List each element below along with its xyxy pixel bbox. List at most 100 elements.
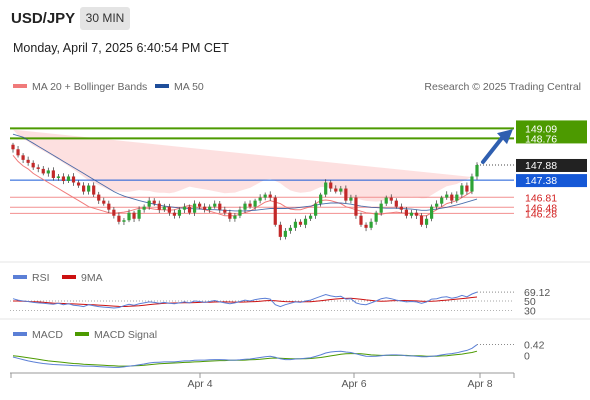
candle <box>399 203 403 213</box>
candle <box>339 185 343 195</box>
candle-body <box>278 224 282 237</box>
candles-layer <box>11 142 479 241</box>
candle <box>102 197 106 206</box>
candle <box>394 198 398 209</box>
candle-body <box>97 194 101 201</box>
candle <box>314 200 318 219</box>
macd-line <box>12 344 478 368</box>
candle <box>243 201 247 214</box>
candle <box>359 212 363 227</box>
candle-body <box>424 218 429 225</box>
research-credit: Research © 2025 Trading Central <box>424 81 581 93</box>
candle-body <box>445 194 449 198</box>
candle-body <box>389 197 393 201</box>
candle-body <box>399 206 403 210</box>
candle <box>233 213 237 222</box>
candle-body <box>127 212 131 221</box>
time-axis: Apr 4 Apr 6 Apr 8 <box>10 372 515 390</box>
ma50-legend-swatch <box>155 84 169 88</box>
bollinger-band-fill <box>13 129 472 202</box>
candle-body <box>273 197 277 225</box>
candle-body <box>263 194 267 198</box>
candle <box>455 191 459 203</box>
candle-body <box>303 218 308 225</box>
candle-body <box>82 185 86 192</box>
candle-body <box>228 212 232 219</box>
candle <box>283 228 287 240</box>
candle <box>409 209 414 219</box>
candle <box>414 209 419 219</box>
macd-signal-legend-swatch <box>75 332 89 336</box>
macd-signal-legend-label: MACD Signal <box>94 329 157 341</box>
candle-body <box>132 212 136 219</box>
instrument-title: USD/JPY <box>11 10 76 27</box>
support-level-label: 146.81 <box>525 192 557 204</box>
candle-body <box>465 185 469 192</box>
candle-body <box>213 203 217 207</box>
candle <box>293 218 298 231</box>
candle-body <box>409 212 414 216</box>
candle-body <box>157 203 161 210</box>
candle <box>268 191 272 201</box>
current-price-tag-box <box>516 158 587 172</box>
candle <box>192 200 197 216</box>
candle <box>308 213 313 221</box>
rsi-level-label: 50 <box>524 296 536 308</box>
candle-body <box>71 176 76 183</box>
candle <box>137 206 141 222</box>
candle <box>475 162 479 180</box>
candle-body <box>172 212 176 216</box>
candle <box>46 167 50 177</box>
candle-body <box>319 194 323 204</box>
candle-body <box>46 170 50 174</box>
price-levels-layer <box>10 127 514 214</box>
candle <box>389 194 393 204</box>
candle-body <box>117 215 121 222</box>
candle-body <box>41 168 45 174</box>
ma20-line <box>12 154 473 217</box>
candle <box>208 204 212 213</box>
candle-body <box>56 176 60 178</box>
candle-body <box>414 212 419 216</box>
candle <box>424 215 429 229</box>
candle <box>198 201 202 210</box>
candle-body <box>162 206 166 210</box>
candle <box>36 164 40 173</box>
candle-body <box>92 185 96 195</box>
macd-level-label: 0 <box>524 351 530 363</box>
timeframe-button[interactable]: 30 MIN <box>80 7 130 30</box>
bollinger-band-layer <box>13 129 472 202</box>
candle <box>228 209 232 222</box>
candle-body <box>268 194 272 198</box>
candle-body <box>182 206 187 210</box>
candle-body <box>21 155 25 160</box>
candle-body <box>298 221 303 225</box>
candle-body <box>404 209 408 216</box>
candle-body <box>293 221 298 228</box>
candle <box>470 173 474 195</box>
candle <box>460 182 464 198</box>
candle <box>127 209 131 223</box>
candle <box>253 198 257 210</box>
macd-legend-label: MACD <box>32 329 63 341</box>
candle <box>132 210 136 223</box>
candle-body <box>329 182 333 189</box>
candle <box>41 166 45 176</box>
candle <box>344 185 348 204</box>
main-legend: MA 20 + Bollinger Bands MA 50 Research ©… <box>13 81 581 93</box>
time-axis-label: Apr 8 <box>467 378 492 390</box>
forecast-arrow-head <box>497 129 513 145</box>
candle-body <box>349 197 353 201</box>
candle-body <box>223 209 227 213</box>
candle-body <box>314 203 318 216</box>
candle-body <box>16 149 20 156</box>
candle <box>122 218 126 226</box>
forecast-arrow-layer <box>481 129 513 164</box>
candle-body <box>308 215 313 219</box>
candle-body <box>243 203 247 210</box>
time-axis-label: Apr 6 <box>341 378 366 390</box>
support-level-label: 146.28 <box>525 208 557 220</box>
candle <box>329 180 333 192</box>
